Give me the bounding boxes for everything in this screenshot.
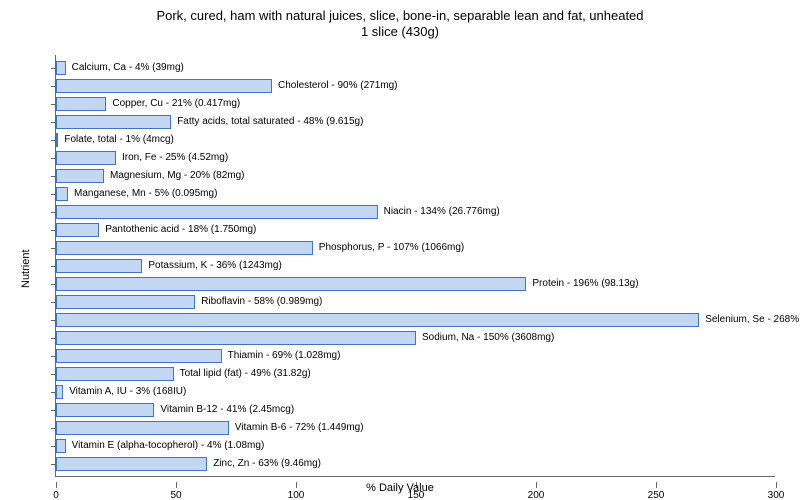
bar-row: Vitamin E (alpha-tocopherol) - 4% (1.08m…: [56, 439, 776, 453]
y-tick: [51, 428, 56, 429]
nutrient-bar-label: Iron, Fe - 25% (4.52mg): [116, 151, 228, 165]
nutrient-bar-label: Fatty acids, total saturated - 48% (9.61…: [171, 115, 363, 129]
bar-row: Niacin - 134% (26.776mg): [56, 205, 776, 219]
y-tick: [51, 212, 56, 213]
nutrient-bar-label: Magnesium, Mg - 20% (82mg): [104, 169, 245, 183]
nutrient-bar: [56, 97, 106, 111]
nutrient-bar-label: Cholesterol - 90% (271mg): [272, 79, 398, 93]
y-tick: [51, 194, 56, 195]
y-tick: [51, 122, 56, 123]
nutrient-bar-label: Protein - 196% (98.13g): [526, 277, 638, 291]
nutrient-bar: [56, 115, 171, 129]
bar-row: Cholesterol - 90% (271mg): [56, 79, 776, 93]
bar-row: Calcium, Ca - 4% (39mg): [56, 61, 776, 75]
nutrient-bar-label: Niacin - 134% (26.776mg): [378, 205, 500, 219]
y-tick: [51, 176, 56, 177]
y-tick: [51, 464, 56, 465]
nutrient-bar: [56, 331, 416, 345]
y-tick: [51, 104, 56, 105]
chart-title-line2: 1 slice (430g): [361, 24, 439, 39]
nutrient-bar-label: Potassium, K - 36% (1243mg): [142, 259, 281, 273]
nutrient-bar-label: Manganese, Mn - 5% (0.095mg): [68, 187, 217, 201]
nutrient-bar-label: Zinc, Zn - 63% (9.46mg): [207, 457, 321, 471]
nutrient-bar-label: Phosphorus, P - 107% (1066mg): [313, 241, 464, 255]
y-tick: [51, 68, 56, 69]
nutrient-bar-label: Folate, total - 1% (4mcg): [58, 133, 173, 147]
nutrient-bar-label: Riboflavin - 58% (0.989mg): [195, 295, 322, 309]
y-tick: [51, 446, 56, 447]
nutrient-bar-label: Pantothenic acid - 18% (1.750mg): [99, 223, 256, 237]
nutrient-bar: [56, 259, 142, 273]
bar-row: Magnesium, Mg - 20% (82mg): [56, 169, 776, 183]
nutrient-bar: [56, 277, 526, 291]
nutrient-bar-label: Sodium, Na - 150% (3608mg): [416, 331, 554, 345]
y-tick: [51, 338, 56, 339]
bar-row: Vitamin A, IU - 3% (168IU): [56, 385, 776, 399]
bar-row: Protein - 196% (98.13g): [56, 277, 776, 291]
bar-row: Zinc, Zn - 63% (9.46mg): [56, 457, 776, 471]
bar-row: Riboflavin - 58% (0.989mg): [56, 295, 776, 309]
nutrient-bar: [56, 61, 66, 75]
bar-row: Fatty acids, total saturated - 48% (9.61…: [56, 115, 776, 129]
y-tick: [51, 266, 56, 267]
chart-title: Pork, cured, ham with natural juices, sl…: [0, 8, 800, 41]
chart-title-line1: Pork, cured, ham with natural juices, sl…: [156, 8, 643, 23]
bar-row: Vitamin B-6 - 72% (1.449mg): [56, 421, 776, 435]
bar-row: Pantothenic acid - 18% (1.750mg): [56, 223, 776, 237]
plot-area: Calcium, Ca - 4% (39mg) Cholesterol - 90%…: [55, 55, 775, 477]
y-tick: [51, 158, 56, 159]
bar-row: Selenium, Se - 268% (187.9mcg): [56, 313, 776, 327]
nutrient-chart: Pork, cured, ham with natural juices, sl…: [0, 0, 800, 500]
nutrient-bar: [56, 169, 104, 183]
nutrient-bar-label: Vitamin E (alpha-tocopherol) - 4% (1.08m…: [66, 439, 265, 453]
nutrient-bar: [56, 367, 174, 381]
nutrient-bar-label: Vitamin B-6 - 72% (1.449mg): [229, 421, 364, 435]
bar-row: Folate, total - 1% (4mcg): [56, 133, 776, 147]
nutrient-bar: [56, 79, 272, 93]
nutrient-bar: [56, 223, 99, 237]
y-tick: [51, 356, 56, 357]
y-tick: [51, 374, 56, 375]
bar-row: Iron, Fe - 25% (4.52mg): [56, 151, 776, 165]
bar-row: Thiamin - 69% (1.028mg): [56, 349, 776, 363]
nutrient-bar-label: Thiamin - 69% (1.028mg): [222, 349, 341, 363]
y-tick: [51, 320, 56, 321]
bar-row: Manganese, Mn - 5% (0.095mg): [56, 187, 776, 201]
nutrient-bar: [56, 187, 68, 201]
nutrient-bar: [56, 349, 222, 363]
y-tick: [51, 302, 56, 303]
y-tick: [51, 140, 56, 141]
y-tick: [51, 410, 56, 411]
nutrient-bar: [56, 313, 699, 327]
nutrient-bar: [56, 205, 378, 219]
y-tick: [51, 284, 56, 285]
nutrient-bar-label: Copper, Cu - 21% (0.417mg): [106, 97, 240, 111]
x-axis-title: % Daily Value: [0, 482, 800, 494]
nutrient-bar: [56, 403, 154, 417]
nutrient-bar-label: Vitamin A, IU - 3% (168IU): [63, 385, 186, 399]
y-tick: [51, 248, 56, 249]
bars-container: Calcium, Ca - 4% (39mg) Cholesterol - 90%…: [56, 55, 775, 476]
nutrient-bar-label: Vitamin B-12 - 41% (2.45mcg): [154, 403, 294, 417]
bar-row: Vitamin B-12 - 41% (2.45mcg): [56, 403, 776, 417]
nutrient-bar-label: Calcium, Ca - 4% (39mg): [66, 61, 184, 75]
y-tick: [51, 86, 56, 87]
nutrient-bar-label: Selenium, Se - 268% (187.9mcg): [699, 313, 800, 327]
nutrient-bar-label: Total lipid (fat) - 49% (31.82g): [174, 367, 311, 381]
y-tick: [51, 230, 56, 231]
bar-row: Total lipid (fat) - 49% (31.82g): [56, 367, 776, 381]
nutrient-bar: [56, 457, 207, 471]
nutrient-bar: [56, 421, 229, 435]
nutrient-bar: [56, 151, 116, 165]
bar-row: Phosphorus, P - 107% (1066mg): [56, 241, 776, 255]
nutrient-bar: [56, 295, 195, 309]
bar-row: Sodium, Na - 150% (3608mg): [56, 331, 776, 345]
nutrient-bar: [56, 439, 66, 453]
nutrient-bar: [56, 385, 63, 399]
bar-row: Copper, Cu - 21% (0.417mg): [56, 97, 776, 111]
bar-row: Potassium, K - 36% (1243mg): [56, 259, 776, 273]
y-axis-title: Nutrient: [20, 249, 32, 288]
nutrient-bar: [56, 241, 313, 255]
y-tick: [51, 392, 56, 393]
